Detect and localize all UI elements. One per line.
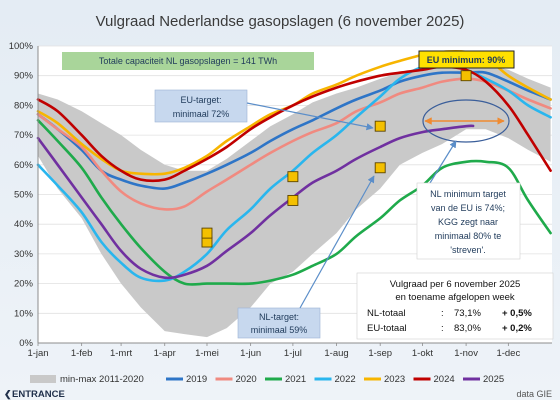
legend-label-2025: 2025 <box>483 374 504 385</box>
series-line-2024 <box>36 65 552 183</box>
x-tick-label: 1-mrt <box>110 348 133 359</box>
legend-label-band: min-max 2011-2020 <box>60 374 144 385</box>
y-tick-label: 80% <box>14 100 34 111</box>
series-line-2021 <box>36 119 552 286</box>
eu-target-box <box>154 89 248 123</box>
y-tick-label: 10% <box>14 308 34 319</box>
target-marker-nl-target <box>201 227 213 239</box>
nl-min-note-3: KGG zegt naar <box>438 217 498 227</box>
y-tick-label: 40% <box>14 219 34 230</box>
eu-target-arrow <box>246 102 374 131</box>
target-marker-eu-target <box>287 171 299 183</box>
status-eu-change: + 0,2% <box>502 323 532 334</box>
y-tick-label: 70% <box>14 130 34 141</box>
x-tick-label: 1-okt <box>412 348 433 359</box>
eu-target-line1: EU-target: <box>180 95 221 105</box>
legend-label-2022: 2022 <box>335 374 356 385</box>
x-tick-label: 1-apr <box>154 348 176 359</box>
chart-title: Vulgraad Nederlandse gasopslagen (6 nove… <box>96 13 465 30</box>
x-tick-label: 1-nov <box>454 348 478 359</box>
x-tick-label: 1-jun <box>240 348 261 359</box>
series-line-2025 <box>36 124 475 280</box>
eu-min-label: EU minimum: 90% <box>427 55 506 65</box>
legend-label-2020: 2020 <box>236 374 257 385</box>
y-tick-label: 60% <box>14 160 34 171</box>
y-tick-label: 50% <box>14 190 34 201</box>
nl-target-line1: NL-target: <box>259 312 299 322</box>
nl-min-note-arrow <box>429 140 457 184</box>
status-nl-label: NL-totaal <box>367 308 406 319</box>
legend-label-2019: 2019 <box>186 374 207 385</box>
nl-min-note-5: 'streven'. <box>450 245 485 255</box>
capacity-box <box>62 52 314 70</box>
nl-target-box <box>237 307 321 339</box>
x-tick-label: 1-feb <box>71 348 93 359</box>
x-tick-label: 1-aug <box>324 348 348 359</box>
y-tick-label: 30% <box>14 249 34 260</box>
y-tick-label: 20% <box>14 279 34 290</box>
x-tick-label: 1-jul <box>284 348 302 359</box>
nl-target-line2: minimaal 59% <box>251 325 308 335</box>
status-title-2: en toename afgelopen week <box>395 292 515 303</box>
status-eu-value: 83,0% <box>454 323 481 334</box>
nl-min-note-2: van de EU is 74%; <box>431 203 505 213</box>
target-marker-nl-target <box>374 162 386 174</box>
x-tick-label: 1-sep <box>368 348 392 359</box>
capacity-text: Totale capaciteit NL gasopslagen = 141 T… <box>99 56 277 66</box>
target-marker-eu-target <box>374 120 386 132</box>
y-tick-label: 100% <box>9 41 34 52</box>
legend-label-2024: 2024 <box>434 374 455 385</box>
status-box <box>356 272 554 340</box>
legend-label-2023: 2023 <box>384 374 405 385</box>
nl-min-note-box <box>416 182 521 260</box>
x-tick-labels: 1-jan 1-feb 1-mrt 1-apr 1-mei 1-jun 1-jul 1-aug… <box>27 343 520 359</box>
legend-label-2021: 2021 <box>285 374 306 385</box>
x-tick-label: 1-jan <box>27 348 48 359</box>
status-eu-sep: : <box>441 323 444 334</box>
eu-min-box <box>418 50 515 69</box>
nl-min-note-1: NL minimum target <box>430 189 506 199</box>
target-markers <box>201 70 472 248</box>
status-nl-sep: : <box>441 308 444 319</box>
legend: min-max 2011-2020 2019 2020 2021 2022 2023 202… <box>30 374 504 385</box>
x-tick-label: 1-mei <box>195 348 219 359</box>
logo-text: ENTRANCE <box>12 389 65 400</box>
source-text: data GIE <box>516 389 552 399</box>
target-marker-nl-target <box>287 194 299 206</box>
nl-target-arrow <box>299 175 375 309</box>
nl-min-note-4: minimaal 80% te <box>435 231 502 241</box>
eu-target-line2: minimaal 72% <box>173 109 230 119</box>
target-marker-eu-target <box>460 70 472 82</box>
x-tick-label: 1-dec <box>496 348 520 359</box>
y-tick-labels: 0% 10% 20% 30% 40% 50% 60% 70% 80% 90% 100% <box>9 41 34 349</box>
y-tick-label: 0% <box>19 338 33 349</box>
status-nl-value: 73,1% <box>454 308 481 319</box>
y-tick-label: 90% <box>14 71 34 82</box>
status-nl-change: + 0,5% <box>502 308 532 319</box>
logo-mark: ❮ <box>4 389 12 400</box>
legend-swatch-band <box>30 375 56 383</box>
nl-min-oval <box>422 99 510 143</box>
status-title-1: Vulgraad per 6 november 2025 <box>390 279 521 290</box>
status-eu-label: EU-totaal <box>367 323 407 334</box>
